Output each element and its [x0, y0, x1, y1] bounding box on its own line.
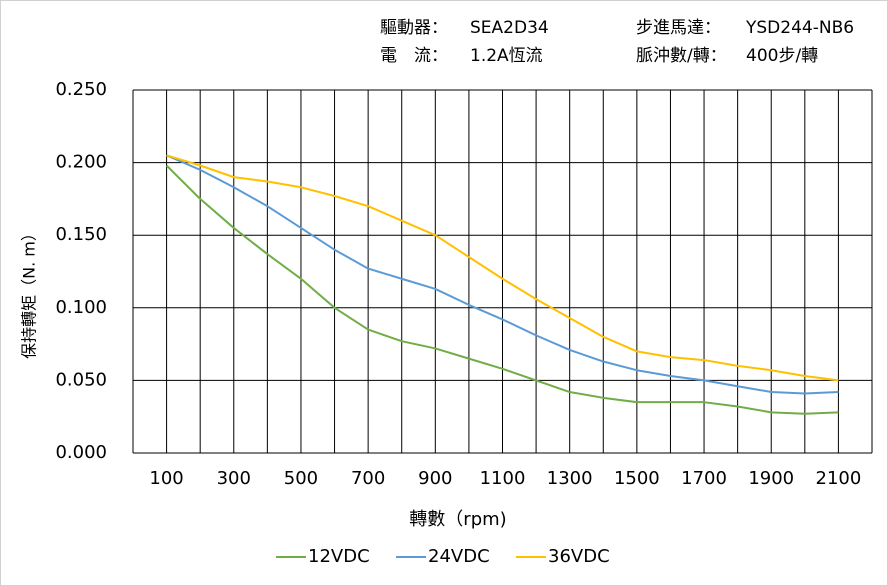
x-tick-label: 300 [217, 468, 251, 489]
x-tick-label: 1100 [480, 468, 526, 489]
x-tick-label: 500 [284, 468, 318, 489]
x-tick-label: 900 [418, 468, 452, 489]
x-tick-label: 700 [351, 468, 385, 489]
header-value: SEA2D34 [470, 18, 549, 38]
legend-label: 12VDC [308, 546, 370, 567]
x-tick-label: 1900 [748, 468, 794, 489]
x-tick-label: 1500 [614, 468, 660, 489]
header-value: 1.2A恆流 [470, 46, 543, 66]
header-label: 電 流： [380, 46, 448, 66]
data-line [165, 164, 839, 415]
x-tick-label: 2100 [816, 468, 862, 489]
x-tick-label: 1700 [681, 468, 727, 489]
x-tick-label: 1300 [547, 468, 593, 489]
legend-label: 24VDC [428, 546, 490, 567]
header-value: YSD244-NB6 [745, 18, 854, 38]
x-axis-label: 轉數（rpm) [409, 509, 506, 530]
header-label: 脈沖數/轉： [636, 46, 727, 66]
header-label: 步進馬達： [636, 18, 721, 38]
y-tick-label: 0.100 [55, 297, 107, 318]
y-tick-label: 0.150 [55, 224, 107, 245]
y-tick-label: 0.250 [55, 79, 107, 100]
y-axis-label: 保持轉矩（N. m） [20, 225, 39, 359]
x-tick-label: 100 [149, 468, 183, 489]
data-line [166, 154, 839, 382]
header-label: 驅動器： [380, 18, 448, 38]
y-tick-label: 0.000 [55, 442, 107, 463]
legend-label: 36VDC [548, 546, 610, 567]
header-value: 400步/轉 [746, 46, 818, 66]
data-line [166, 154, 839, 395]
y-tick-label: 0.050 [55, 369, 107, 390]
y-tick-label: 0.200 [55, 152, 107, 173]
